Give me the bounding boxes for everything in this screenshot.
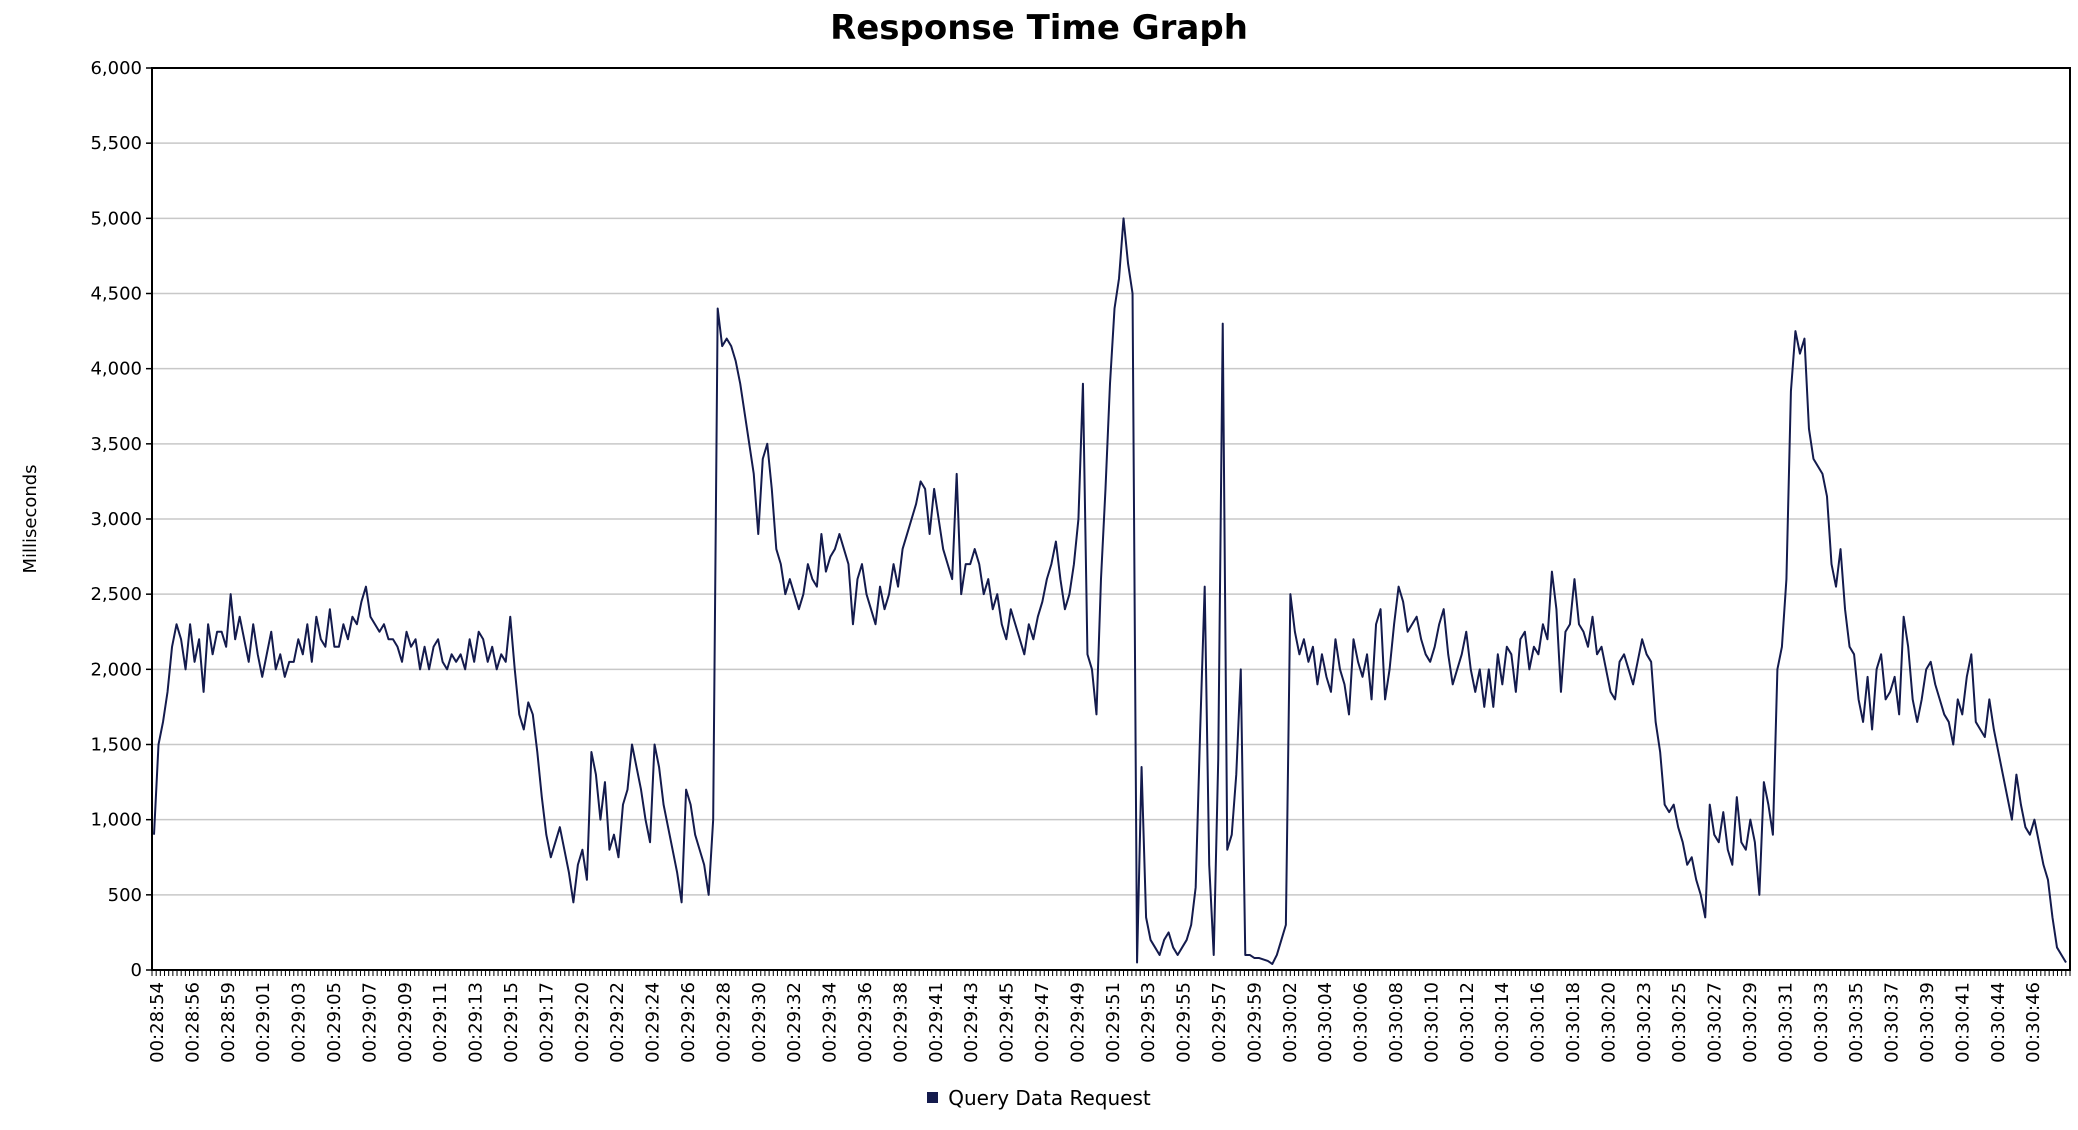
y-tick-label: 1,000 [90, 810, 142, 831]
x-tick-label: 00:29:41 [926, 982, 947, 1063]
y-tick-label: 500 [108, 885, 142, 906]
x-tick-label: 00:29:20 [572, 982, 593, 1063]
x-tick-label: 00:29:43 [961, 982, 982, 1063]
x-tick-label: 00:29:45 [997, 982, 1018, 1063]
x-tick-label: 00:29:05 [324, 982, 345, 1063]
legend: Query Data Request [0, 1086, 2078, 1110]
y-tick-label: 0 [131, 960, 142, 981]
x-tick-label: 00:29:01 [253, 982, 274, 1063]
x-tick-label: 00:30:23 [1634, 982, 1655, 1063]
x-tick-label: 00:29:49 [1067, 982, 1088, 1063]
x-tick-label: 00:30:33 [1811, 982, 1832, 1063]
chart-title: Response Time Graph [830, 8, 1248, 48]
x-tick-label: 00:30:37 [1882, 982, 1903, 1063]
y-tick-label: 1,500 [90, 735, 142, 756]
y-tick-label: 5,000 [90, 208, 142, 229]
y-tick-label: 3,500 [90, 434, 142, 455]
x-tick-label: 00:29:55 [1174, 982, 1195, 1063]
x-axis-ticks: 00:28:54 00:28:56 00:28:59 00:29:01 00:29:03… [147, 970, 2071, 1063]
x-tick-label: 00:29:36 [855, 982, 876, 1063]
x-tick-label: 00:30:31 [1775, 982, 1796, 1063]
x-tick-label: 00:28:56 [182, 982, 203, 1063]
x-tick-label: 00:30:04 [1315, 982, 1336, 1063]
x-tick-label: 00:30:10 [1421, 982, 1442, 1063]
x-tick-label: 00:30:25 [1669, 982, 1690, 1063]
y-tick-label: 6,000 [90, 58, 142, 79]
x-tick-label: 00:29:32 [784, 982, 805, 1063]
x-tick-label: 00:29:38 [890, 982, 911, 1063]
x-tick-label: 00:29:24 [643, 982, 664, 1063]
legend-swatch [927, 1092, 939, 1103]
x-tick-label: 00:30:27 [1705, 982, 1726, 1063]
y-tick-label: 3,000 [90, 509, 142, 530]
y-axis-ticks: 0 500 1,000 1,500 2,000 2,500 3,000 3,500 4,000 4… [90, 58, 152, 981]
x-minor-ticks [151, 970, 2071, 976]
x-tick-label: 00:30:20 [1598, 982, 1619, 1063]
x-tick-label: 00:29:51 [1103, 982, 1124, 1063]
x-tick-label: 00:29:59 [1244, 982, 1265, 1063]
x-tick-label: 00:30:02 [1280, 982, 1301, 1063]
x-tick-label: 00:30:29 [1740, 982, 1761, 1063]
x-tick-label: 00:30:35 [1846, 982, 1867, 1063]
x-tick-label: 00:29:11 [430, 982, 451, 1063]
x-tick-label: 00:29:30 [749, 982, 770, 1063]
x-tick-label: 00:30:06 [1351, 982, 1372, 1063]
gridlines [152, 67, 2070, 971]
x-tick-label: 00:30:08 [1386, 982, 1407, 1063]
x-tick-label: 00:30:12 [1457, 982, 1478, 1063]
x-tick-label: 00:29:28 [713, 982, 734, 1063]
y-tick-label: 2,000 [90, 659, 142, 680]
x-tick-label: 00:30:46 [2023, 982, 2044, 1063]
x-tick-label: 00:30:44 [1988, 982, 2009, 1063]
x-tick-label: 00:29:03 [289, 982, 310, 1063]
x-tick-label: 00:28:54 [147, 982, 168, 1063]
x-tick-label: 00:30:41 [1952, 982, 1973, 1063]
x-tick-label: 00:29:26 [678, 982, 699, 1063]
y-tick-label: 4,500 [90, 284, 142, 305]
legend-label: Query Data Request [948, 1086, 1151, 1110]
x-tick-label: 00:30:18 [1563, 982, 1584, 1063]
x-tick-label: 00:28:59 [218, 982, 239, 1063]
x-tick-label: 00:30:14 [1492, 982, 1513, 1063]
x-tick-label: 00:29:57 [1209, 982, 1230, 1063]
x-tick-label: 00:30:39 [1917, 982, 1938, 1063]
x-tick-label: 00:29:34 [820, 982, 841, 1063]
series-layer [153, 217, 2067, 965]
plot-frame [151, 67, 2071, 971]
x-tick-label: 00:30:16 [1528, 982, 1549, 1063]
x-tick-label: 00:29:09 [395, 982, 416, 1063]
y-tick-label: 5,500 [90, 133, 142, 154]
y-axis-label: Milliseconds [20, 464, 41, 573]
x-tick-label: 00:29:13 [466, 982, 487, 1063]
x-tick-label: 00:29:47 [1032, 982, 1053, 1063]
x-tick-label: 00:29:22 [607, 982, 628, 1063]
series-line-query-data-request [153, 217, 2067, 965]
x-tick-label: 00:29:17 [536, 982, 557, 1063]
y-tick-label: 2,500 [90, 584, 142, 605]
x-tick-label: 00:29:15 [501, 982, 522, 1063]
x-tick-label: 00:29:07 [359, 982, 380, 1063]
x-tick-label: 00:29:53 [1138, 982, 1159, 1063]
y-tick-label: 4,000 [90, 359, 142, 380]
